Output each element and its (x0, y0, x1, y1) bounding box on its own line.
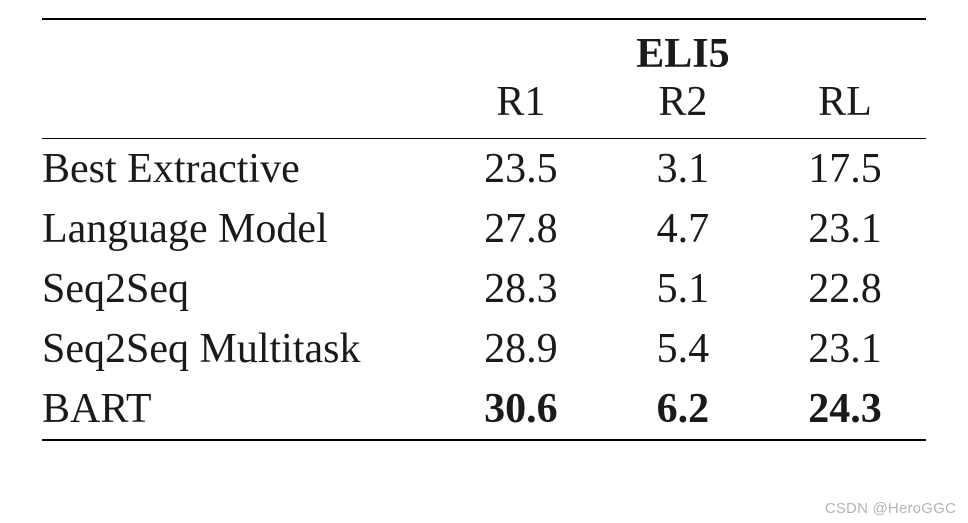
header-blank (42, 19, 440, 78)
dataset-title: ELI5 (440, 19, 926, 78)
watermark-text: CSDN @HeroGGC (825, 500, 956, 517)
figure-canvas: ELI5 R1 R2 RL Best Extractive 23.5 3.1 1… (0, 0, 968, 523)
r2-cell: 4.7 (602, 199, 764, 259)
table-row: Seq2Seq Multitask 28.9 5.4 23.1 (42, 319, 926, 379)
col-rl: RL (764, 78, 926, 139)
method-cell: BART (42, 379, 440, 440)
results-table: ELI5 R1 R2 RL Best Extractive 23.5 3.1 1… (42, 18, 926, 441)
rl-cell: 17.5 (764, 139, 926, 200)
r2-cell: 5.1 (602, 259, 764, 319)
r1-cell: 28.9 (440, 319, 602, 379)
col-r2: R2 (602, 78, 764, 139)
table-row: Seq2Seq 28.3 5.1 22.8 (42, 259, 926, 319)
header-sub-row: R1 R2 RL (42, 78, 926, 139)
r2-cell: 5.4 (602, 319, 764, 379)
rl-cell: 23.1 (764, 199, 926, 259)
method-cell: Best Extractive (42, 139, 440, 200)
r2-cell: 3.1 (602, 139, 764, 200)
r1-cell: 27.8 (440, 199, 602, 259)
r2-cell: 6.2 (602, 379, 764, 440)
col-r1: R1 (440, 78, 602, 139)
method-cell: Seq2Seq (42, 259, 440, 319)
r1-cell: 28.3 (440, 259, 602, 319)
rl-cell: 23.1 (764, 319, 926, 379)
method-cell: Language Model (42, 199, 440, 259)
header-sub-blank (42, 78, 440, 139)
r1-cell: 30.6 (440, 379, 602, 440)
rl-cell: 22.8 (764, 259, 926, 319)
table-row: BART 30.6 6.2 24.3 (42, 379, 926, 440)
header-title-row: ELI5 (42, 19, 926, 78)
method-cell: Seq2Seq Multitask (42, 319, 440, 379)
table-row: Language Model 27.8 4.7 23.1 (42, 199, 926, 259)
r1-cell: 23.5 (440, 139, 602, 200)
rl-cell: 24.3 (764, 379, 926, 440)
table-row: Best Extractive 23.5 3.1 17.5 (42, 139, 926, 200)
